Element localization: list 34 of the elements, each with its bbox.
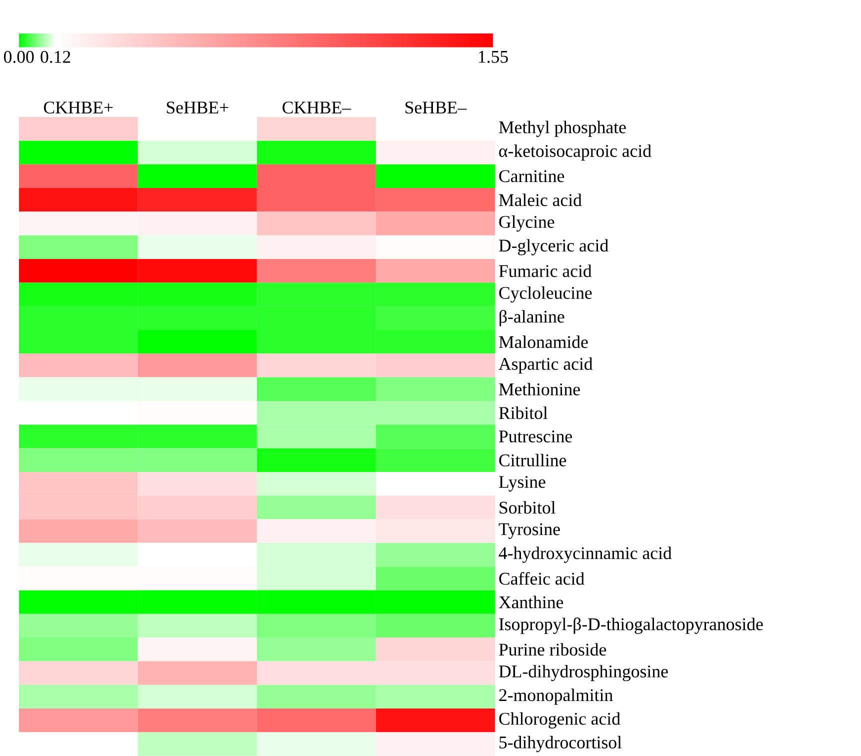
y-tick-label: Putrescine (498, 430, 572, 442)
x-tick-label: SeHBE– (406, 102, 467, 114)
color-bar-label: 0.00 (4, 50, 34, 64)
color-bar-label: 0.12 (40, 50, 70, 64)
y-tick-label: Methyl phosphate (498, 120, 626, 138)
y-tick-label: Citrulline (499, 454, 566, 466)
y-tick-label: 2-monopalmitin (499, 688, 613, 705)
y-tick-label: Fumaric acid (498, 264, 592, 278)
x-tick-label: SeHBE+ (166, 102, 228, 114)
y-tick-label: Cycloleucine (499, 286, 592, 303)
x-tick-label: CKHBE– (282, 102, 352, 114)
y-tick-label: 4-hydroxycinnamic acid (498, 546, 672, 563)
y-tick-label: Sorbitol (500, 501, 556, 514)
x-tick-label: CKHBE+ (44, 102, 113, 114)
y-tick-label: Caffeic acid (499, 572, 584, 585)
y-tick-label: Isopropyl-β-D-thiogalactopyranoside (499, 618, 763, 634)
y-tick-label: Methionine (498, 382, 580, 396)
y-tick-label: Aspartic acid (498, 357, 593, 374)
y-tick-label: Carnitine (499, 170, 564, 182)
y-tick-label: Chlorogenic acid (499, 712, 620, 729)
y-tick-label: Lysine (498, 476, 546, 492)
y-tick-label: Maleic acid (498, 194, 582, 206)
y-tick-label: Glycine (499, 215, 554, 232)
y-tick-label: 5-dihydrocortisol (500, 736, 622, 752)
color-bar-label: 1.55 (479, 50, 508, 63)
y-tick-label: Malonamide (498, 336, 588, 348)
y-tick-label: D-glyceric acid (498, 239, 608, 256)
y-tick-label: DL-dihydrosphingosine (498, 665, 668, 682)
y-tick-label: Purine riboside (498, 643, 606, 656)
y-tick-label: Tyrosine (498, 523, 560, 539)
y-tick-label: α-ketoisocaproic acid (499, 144, 652, 161)
y-tick-label: Xanthine (498, 596, 564, 608)
y-tick-label: β-alanine (500, 310, 564, 326)
y-tick-label: Ribitol (498, 406, 548, 420)
